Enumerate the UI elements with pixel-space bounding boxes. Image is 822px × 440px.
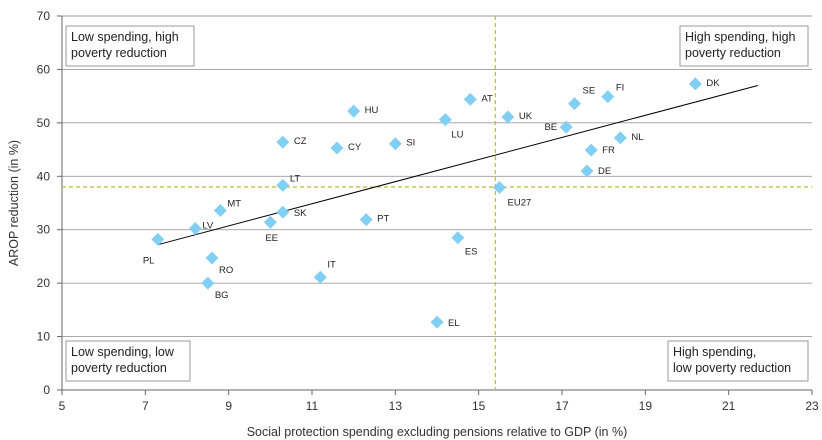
y-tick-label: 0 xyxy=(43,383,50,397)
y-tick-label: 50 xyxy=(37,116,51,130)
y-tick-label: 20 xyxy=(37,276,51,290)
quadrant-text-line: poverty reduction xyxy=(685,46,781,60)
quadrant-label-top-left: Low spending, high poverty reduction xyxy=(65,25,195,67)
x-tick-label: 9 xyxy=(225,399,232,413)
data-label-hu: HU xyxy=(365,105,379,116)
data-point-cy xyxy=(330,141,344,155)
y-tick-label: 40 xyxy=(37,169,51,183)
data-label-si: SI xyxy=(406,138,415,149)
quadrant-text-line: low poverty reduction xyxy=(673,361,791,375)
data-point-be xyxy=(559,120,573,134)
x-tick-label: 21 xyxy=(722,399,736,413)
y-tick-label: 10 xyxy=(37,330,51,344)
data-label-de: DE xyxy=(598,166,611,177)
axes: 0 10 20 30 40 50 60 70 5 7 9 11 13 15 17 19 21 23 xyxy=(37,9,819,413)
data-point-mt xyxy=(213,203,227,217)
x-tick-label: 17 xyxy=(555,399,569,413)
data-label-cz: CZ xyxy=(294,136,307,147)
data-point-pl xyxy=(151,232,165,246)
data-point-ro xyxy=(205,251,219,265)
quadrant-box xyxy=(667,340,809,382)
data-point-cz xyxy=(276,135,290,149)
quadrant-text-line: poverty reduction xyxy=(71,361,167,375)
quadrant-box xyxy=(65,340,191,382)
y-tick-label: 60 xyxy=(37,62,51,76)
data-point-lt xyxy=(276,178,290,192)
quadrant-label-bottom-right: High spending, low poverty reduction xyxy=(667,340,809,382)
data-label-eu27: EU27 xyxy=(508,198,532,209)
x-axis-title: Social protection spending excluding pen… xyxy=(247,425,628,439)
data-point-eu27 xyxy=(493,181,506,195)
data-point-el xyxy=(430,315,444,329)
quadrant-box xyxy=(65,25,195,67)
data-label-bg: BG xyxy=(215,290,229,301)
data-point-fi xyxy=(601,90,615,104)
quadrant-text-line: poverty reduction xyxy=(71,46,167,60)
data-label-lt: LT xyxy=(290,173,301,184)
data-label-uk: UK xyxy=(519,111,533,122)
data-label-sk: SK xyxy=(294,208,307,219)
quadrant-label-bottom-left: Low spending, low poverty reduction xyxy=(65,340,191,382)
data-point-pt xyxy=(359,213,373,227)
data-label-lu: LU xyxy=(451,130,463,141)
x-tick-label: 5 xyxy=(59,399,66,413)
y-axis-title: AROP reduction (in %) xyxy=(7,140,21,266)
y-tick-label: 70 xyxy=(37,9,51,23)
quadrant-label-top-right: High spending, high poverty reduction xyxy=(679,25,809,67)
data-label-es: ES xyxy=(465,247,478,258)
data-label-pl: PL xyxy=(143,255,155,266)
data-label-dk: DK xyxy=(706,78,720,89)
data-label-ro: RO xyxy=(219,265,233,276)
data-point-uk xyxy=(501,110,515,124)
quadrant-text-line: High spending, high xyxy=(685,30,796,44)
data-point-hu xyxy=(347,104,361,118)
data-points xyxy=(151,77,702,329)
data-label-lv: LV xyxy=(202,221,214,232)
trendline xyxy=(157,84,758,246)
quadrant-text-line: Low spending, low xyxy=(71,345,175,359)
data-label-it: IT xyxy=(327,259,336,270)
data-point-es xyxy=(451,231,465,245)
data-point-ee xyxy=(263,215,277,229)
data-label-ee: EE xyxy=(265,233,278,244)
data-point-labels: PL LV MT RO BG EE SK LT CZ IT CY HU PT SI EL LU ES AT EU27… xyxy=(143,78,720,329)
data-label-el: EL xyxy=(448,318,460,329)
data-label-pt: PT xyxy=(377,214,389,225)
y-tick-label: 30 xyxy=(37,223,51,237)
data-label-be: BE xyxy=(544,122,557,133)
data-point-de xyxy=(580,164,594,178)
data-point-sk xyxy=(276,205,290,219)
data-label-mt: MT xyxy=(227,198,241,209)
x-tick-label: 15 xyxy=(472,399,486,413)
quadrant-text-line: Low spending, high xyxy=(71,30,179,44)
data-point-si xyxy=(388,137,402,151)
data-point-nl xyxy=(613,131,627,145)
data-label-fi: FI xyxy=(616,83,624,94)
x-tick-label: 11 xyxy=(306,399,319,413)
grid-lines xyxy=(62,15,812,338)
data-label-nl: NL xyxy=(631,132,643,143)
quadrant-box xyxy=(679,25,809,67)
data-point-at xyxy=(463,92,477,106)
data-label-at: AT xyxy=(481,93,493,104)
data-point-fr xyxy=(584,143,598,157)
data-point-bg xyxy=(201,276,215,290)
quadrant-text-line: High spending, xyxy=(673,345,756,359)
trendline xyxy=(157,84,758,246)
x-tick-label: 23 xyxy=(805,399,819,413)
data-point-dk xyxy=(688,77,702,91)
data-point-lu xyxy=(438,113,452,127)
x-tick-label: 19 xyxy=(639,399,653,413)
data-point-lv xyxy=(188,222,202,236)
data-point-it xyxy=(313,270,327,284)
data-label-se: SE xyxy=(583,86,596,97)
x-tick-label: 7 xyxy=(142,399,149,413)
data-label-cy: CY xyxy=(348,142,362,153)
x-tick-label: 13 xyxy=(389,399,403,413)
data-label-fr: FR xyxy=(602,145,615,156)
data-point-se xyxy=(568,97,581,111)
reference-lines xyxy=(62,16,812,390)
